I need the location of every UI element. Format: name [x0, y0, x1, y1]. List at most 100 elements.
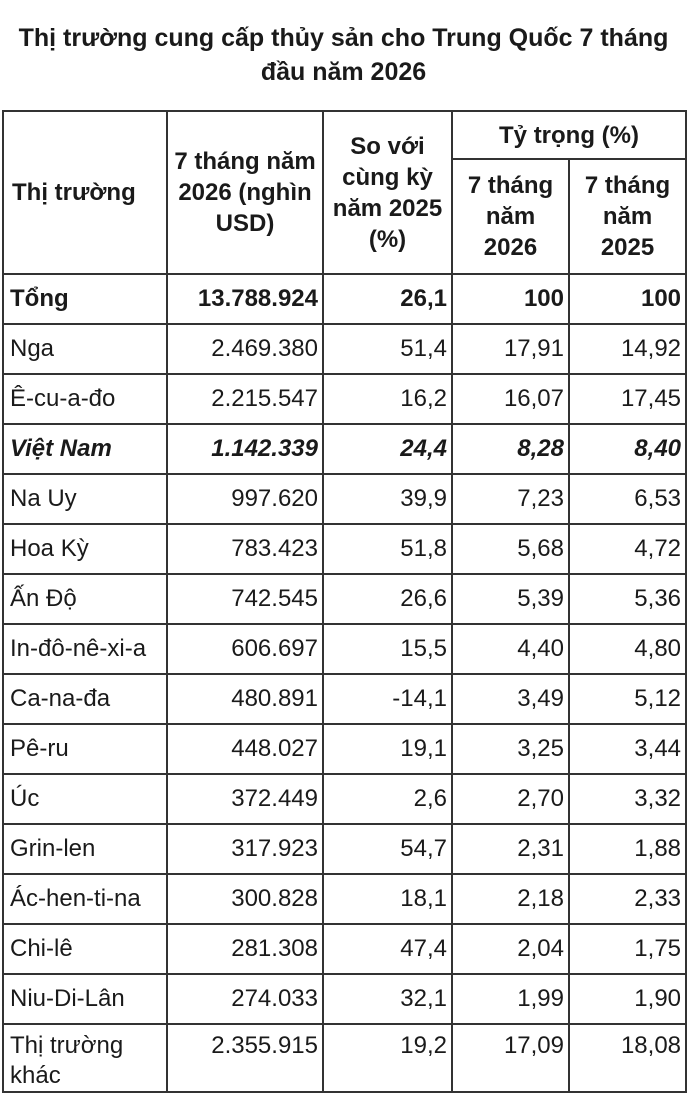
cell-change: 47,4 — [322, 923, 453, 975]
cell-value: 300.828 — [166, 873, 324, 925]
header-market: Thị trường — [2, 110, 168, 275]
cell-market: Ác-hen-ti-na — [2, 873, 168, 925]
cell-share-2025: 3,44 — [567, 723, 687, 775]
cell-share-2026: 2,18 — [451, 873, 570, 925]
cell-market: Niu-Di-Lân — [2, 973, 168, 1025]
cell-share-2025: 14,92 — [567, 323, 687, 375]
cell-change: 54,7 — [322, 823, 453, 875]
cell-value: 997.620 — [166, 473, 324, 525]
table-row: Ác-hen-ti-na 300.828 18,1 2,18 2,33 — [2, 873, 687, 925]
table-row: Chi-lê 281.308 47,4 2,04 1,75 — [2, 923, 687, 975]
cell-share-2025: 17,45 — [567, 373, 687, 425]
cell-value: 606.697 — [166, 623, 324, 675]
cell-share-2025: 3,32 — [567, 773, 687, 825]
cell-value: 317.923 — [166, 823, 324, 875]
cell-market: Nga — [2, 323, 168, 375]
header-share: Tỷ trọng (%) — [450, 110, 687, 160]
cell-share-2025: 6,53 — [567, 473, 687, 525]
cell-change: 51,4 — [322, 323, 453, 375]
cell-market: Úc — [2, 773, 168, 825]
table-row: Na Uy 997.620 39,9 7,23 6,53 — [2, 473, 687, 525]
table-row: Nga 2.469.380 51,4 17,91 14,92 — [2, 323, 687, 375]
cell-change: 24,4 — [322, 423, 453, 475]
cell-market: Thị trường khác — [2, 1023, 168, 1093]
cell-share-2025: 1,88 — [567, 823, 687, 875]
cell-value: 2.215.547 — [166, 373, 324, 425]
cell-share-2026: 3,25 — [451, 723, 570, 775]
cell-share-2026: 5,68 — [451, 523, 570, 575]
cell-value: 448.027 — [166, 723, 324, 775]
table-row: Ấn Độ 742.545 26,6 5,39 5,36 — [2, 573, 687, 625]
cell-change: 15,5 — [322, 623, 453, 675]
table-row: Úc 372.449 2,6 2,70 3,32 — [2, 773, 687, 825]
cell-value: 274.033 — [166, 973, 324, 1025]
header-share-2026: 7 tháng năm 2026 — [451, 158, 570, 275]
cell-market: Na Uy — [2, 473, 168, 525]
cell-share-2025: 5,36 — [567, 573, 687, 625]
supply-market-table: Thị trường 7 tháng năm 2026 (nghìn USD) … — [2, 110, 687, 1093]
cell-market: Pê-ru — [2, 723, 168, 775]
cell-value: 742.545 — [166, 573, 324, 625]
cell-share-2025: 100 — [567, 273, 687, 325]
cell-market: Ca-na-đa — [2, 673, 168, 725]
table-row: Grin-len 317.923 54,7 2,31 1,88 — [2, 823, 687, 875]
cell-market: Ấn Độ — [2, 573, 168, 625]
cell-change: 18,1 — [322, 873, 453, 925]
cell-share-2025: 1,90 — [567, 973, 687, 1025]
cell-change: 26,6 — [322, 573, 453, 625]
cell-market: Việt Nam — [2, 423, 168, 475]
table-row-total: Tổng 13.788.924 26,1 100 100 — [2, 273, 687, 325]
table-row: Hoa Kỳ 783.423 51,8 5,68 4,72 — [2, 523, 687, 575]
cell-change: 39,9 — [322, 473, 453, 525]
header-value: 7 tháng năm 2026 (nghìn USD) — [166, 110, 324, 275]
cell-share-2026: 2,70 — [451, 773, 570, 825]
cell-value: 783.423 — [166, 523, 324, 575]
table-row: Ca-na-đa 480.891 -14,1 3,49 5,12 — [2, 673, 687, 725]
table-row-other: Thị trường khác 2.355.915 19,2 17,09 18,… — [2, 1023, 687, 1093]
cell-share-2026: 1,99 — [451, 973, 570, 1025]
cell-change: 19,2 — [322, 1023, 453, 1093]
cell-share-2025: 2,33 — [567, 873, 687, 925]
cell-change: 2,6 — [322, 773, 453, 825]
cell-share-2026: 17,09 — [451, 1023, 570, 1093]
table-row: Niu-Di-Lân 274.033 32,1 1,99 1,90 — [2, 973, 687, 1025]
cell-change: 26,1 — [322, 273, 453, 325]
cell-value: 13.788.924 — [166, 273, 324, 325]
cell-share-2026: 2,04 — [451, 923, 570, 975]
cell-share-2026: 7,23 — [451, 473, 570, 525]
cell-market: Grin-len — [2, 823, 168, 875]
header-change: So với cùng kỳ năm 2025 (%) — [322, 110, 453, 275]
cell-share-2026: 5,39 — [451, 573, 570, 625]
table-row: In-đô-nê-xi-a 606.697 15,5 4,40 4,80 — [2, 623, 687, 675]
table-row-vietnam: Việt Nam 1.142.339 24,4 8,28 8,40 — [2, 423, 687, 475]
cell-value: 372.449 — [166, 773, 324, 825]
cell-share-2025: 4,72 — [567, 523, 687, 575]
cell-share-2026: 17,91 — [451, 323, 570, 375]
cell-share-2025: 5,12 — [567, 673, 687, 725]
cell-share-2026: 4,40 — [451, 623, 570, 675]
cell-share-2025: 18,08 — [567, 1023, 687, 1093]
cell-value: 2.355.915 — [166, 1023, 324, 1093]
cell-share-2025: 1,75 — [567, 923, 687, 975]
cell-market: Ê-cu-a-đo — [2, 373, 168, 425]
cell-value: 281.308 — [166, 923, 324, 975]
cell-change: 16,2 — [322, 373, 453, 425]
cell-change: 32,1 — [322, 973, 453, 1025]
cell-share-2026: 2,31 — [451, 823, 570, 875]
cell-value: 2.469.380 — [166, 323, 324, 375]
cell-share-2025: 8,40 — [567, 423, 687, 475]
cell-share-2026: 16,07 — [451, 373, 570, 425]
cell-value: 1.142.339 — [166, 423, 324, 475]
cell-share-2026: 100 — [451, 273, 570, 325]
header-share-2025: 7 tháng năm 2025 — [567, 158, 687, 275]
cell-market: Hoa Kỳ — [2, 523, 168, 575]
cell-change: -14,1 — [322, 673, 453, 725]
cell-change: 19,1 — [322, 723, 453, 775]
cell-market: In-đô-nê-xi-a — [2, 623, 168, 675]
cell-share-2025: 4,80 — [567, 623, 687, 675]
cell-share-2026: 3,49 — [451, 673, 570, 725]
cell-value: 480.891 — [166, 673, 324, 725]
cell-change: 51,8 — [322, 523, 453, 575]
cell-market: Tổng — [2, 273, 168, 325]
table-row: Ê-cu-a-đo 2.215.547 16,2 16,07 17,45 — [2, 373, 687, 425]
